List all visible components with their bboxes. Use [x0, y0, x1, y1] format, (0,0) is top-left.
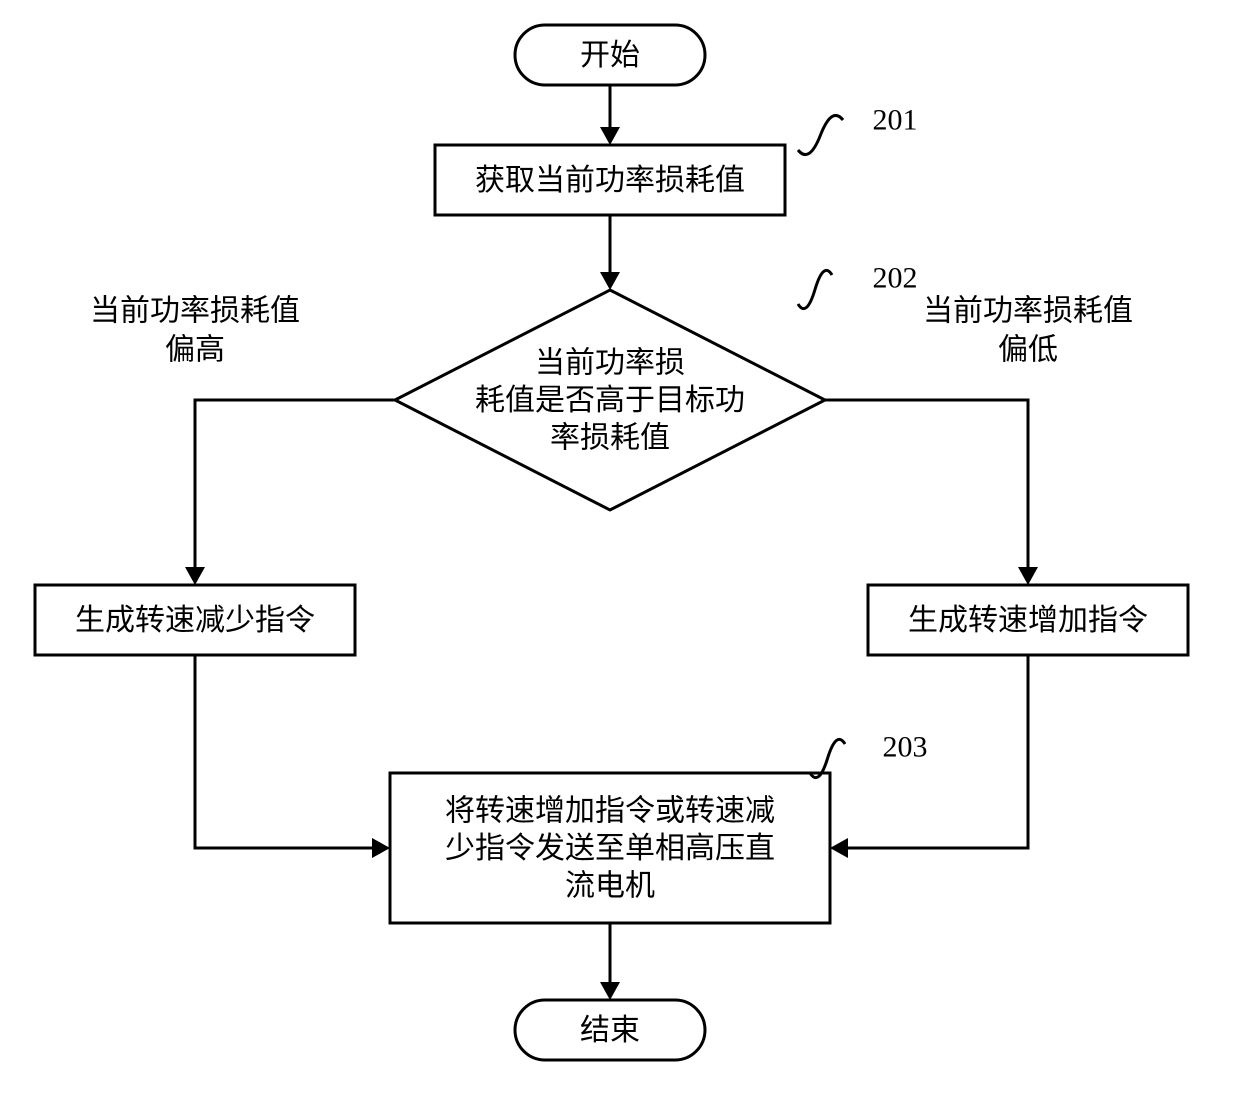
n202-callout-label: 202 [873, 262, 918, 295]
arrowhead [1018, 567, 1038, 585]
edge-3 [825, 400, 1028, 567]
n202-text: 当前功率损耗值是否高于目标功率损耗值 [475, 346, 745, 454]
arrowhead [372, 838, 390, 858]
edge-2 [195, 400, 395, 567]
edge-4 [195, 655, 372, 848]
n201-text: 获取当前功率损耗值 [475, 164, 745, 197]
edge-5 [848, 655, 1028, 848]
right-text: 生成转速增加指令 [908, 604, 1148, 637]
n202-callout-leader [798, 270, 832, 308]
n203-callout-label: 203 [883, 731, 928, 764]
edge-2-label-text: 当前功率损耗值偏高 [90, 294, 300, 366]
end-text: 结束 [580, 1014, 640, 1047]
n201-callout-label: 201 [873, 104, 918, 137]
flowchart-canvas: 当前功率损耗值偏高 当前功率损耗值偏低 开始获取当前功率损耗值 201 当前功率损耗值是… [0, 0, 1240, 1094]
n201-callout-leader [798, 115, 843, 154]
arrowhead [600, 127, 620, 145]
left-text: 生成转速减少指令 [75, 604, 315, 637]
edge-3-label-text: 当前功率损耗值偏低 [923, 294, 1133, 366]
arrowhead [830, 838, 848, 858]
arrowhead [600, 272, 620, 290]
arrowhead [600, 982, 620, 1000]
n203-text: 将转速增加指令或转速减少指令发送至单相高压直流电机 [445, 794, 775, 902]
arrowhead [185, 567, 205, 585]
start-text: 开始 [580, 39, 640, 72]
